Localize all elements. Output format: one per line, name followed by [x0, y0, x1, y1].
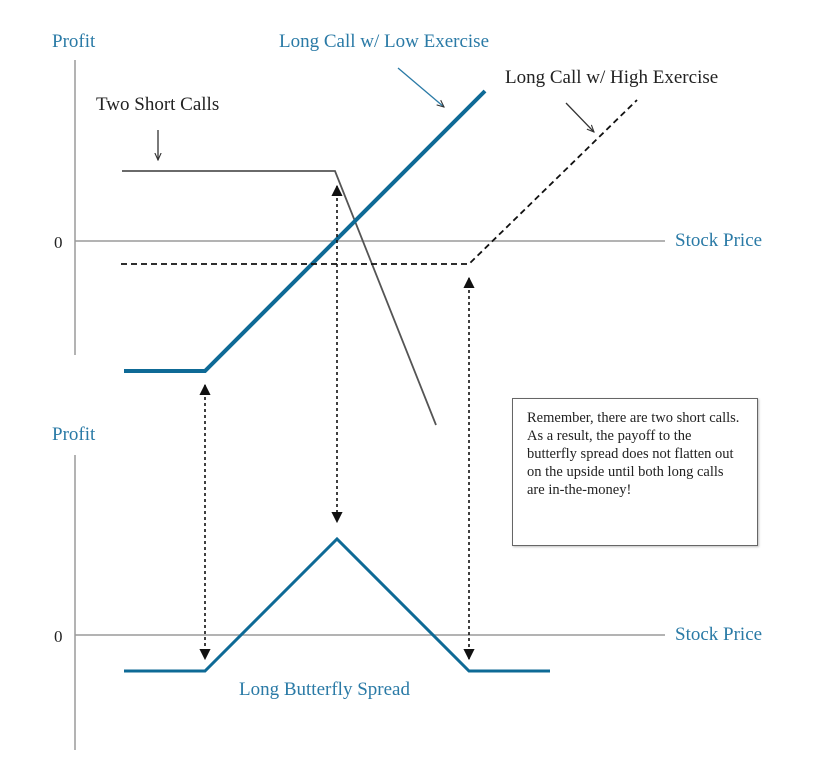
long-call-high-exercise-label: Long Call w/ High Exercise [505, 67, 718, 88]
long-butterfly-spread-line [124, 536, 550, 673]
top-zero-label: 0 [54, 233, 63, 252]
top-stock-price-label: Stock Price [675, 230, 762, 251]
long-call-low-exercise-label: Long Call w/ Low Exercise [279, 31, 489, 52]
long-call-low-exercise-line [124, 89, 487, 373]
high-exercise-pointer [565, 102, 594, 132]
butterfly-note-text: Remember, there are two short calls. As … [527, 410, 740, 498]
two-short-calls-line [122, 170, 437, 426]
bottom-stock-price-label: Stock Price [675, 624, 762, 645]
butterfly-note-box: Remember, there are two short calls. As … [512, 398, 758, 546]
two-short-calls-label: Two Short Calls [96, 94, 219, 115]
long-call-high-exercise-line [121, 99, 638, 265]
long-butterfly-spread-label: Long Butterfly Spread [239, 679, 410, 700]
bottom-profit-label: Profit [52, 424, 96, 445]
top-profit-label: Profit [52, 31, 96, 52]
bottom-zero-label: 0 [54, 627, 63, 646]
low-exercise-pointer [397, 67, 444, 107]
